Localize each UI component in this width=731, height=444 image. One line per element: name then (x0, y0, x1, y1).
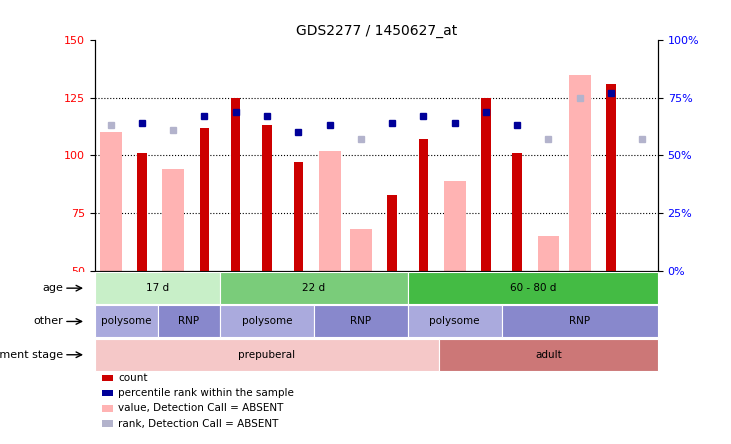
Bar (606, 84, 616, 271)
Bar (444, 181, 466, 271)
Bar (387, 194, 397, 271)
Bar (262, 125, 272, 271)
Text: RNP: RNP (569, 317, 591, 326)
Bar (569, 75, 591, 271)
Text: polysome: polysome (429, 317, 480, 326)
Bar (481, 98, 491, 271)
Bar (200, 128, 209, 271)
Bar (231, 98, 240, 271)
Text: 17 d: 17 d (146, 283, 169, 293)
Bar (95, 305, 158, 337)
Bar (294, 163, 303, 271)
Bar (95, 339, 439, 371)
Bar (220, 305, 314, 337)
Bar (512, 153, 522, 271)
Bar (319, 151, 341, 271)
Bar (158, 305, 220, 337)
Bar (537, 236, 559, 271)
Text: percentile rank within the sample: percentile rank within the sample (118, 388, 295, 398)
Bar (408, 305, 501, 337)
Bar (408, 272, 658, 304)
Title: GDS2277 / 1450627_at: GDS2277 / 1450627_at (296, 24, 457, 38)
Bar (220, 272, 408, 304)
Bar (99, 132, 121, 271)
Bar (95, 272, 220, 304)
Text: RNP: RNP (350, 317, 371, 326)
Bar (419, 139, 428, 271)
Text: rank, Detection Call = ABSENT: rank, Detection Call = ABSENT (118, 419, 279, 428)
Text: age: age (42, 283, 63, 293)
Bar (314, 305, 408, 337)
Text: 60 - 80 d: 60 - 80 d (510, 283, 556, 293)
Bar (162, 169, 184, 271)
Text: adult: adult (535, 350, 562, 360)
Text: polysome: polysome (242, 317, 292, 326)
Bar (501, 305, 658, 337)
Text: other: other (34, 317, 63, 326)
Bar (137, 153, 147, 271)
Text: prepuberal: prepuberal (238, 350, 295, 360)
Text: RNP: RNP (178, 317, 200, 326)
Text: polysome: polysome (101, 317, 151, 326)
Text: development stage: development stage (0, 350, 63, 360)
Bar (439, 339, 658, 371)
Text: value, Detection Call = ABSENT: value, Detection Call = ABSENT (118, 404, 284, 413)
Text: 22 d: 22 d (303, 283, 325, 293)
Bar (350, 229, 372, 271)
Text: count: count (118, 373, 148, 383)
